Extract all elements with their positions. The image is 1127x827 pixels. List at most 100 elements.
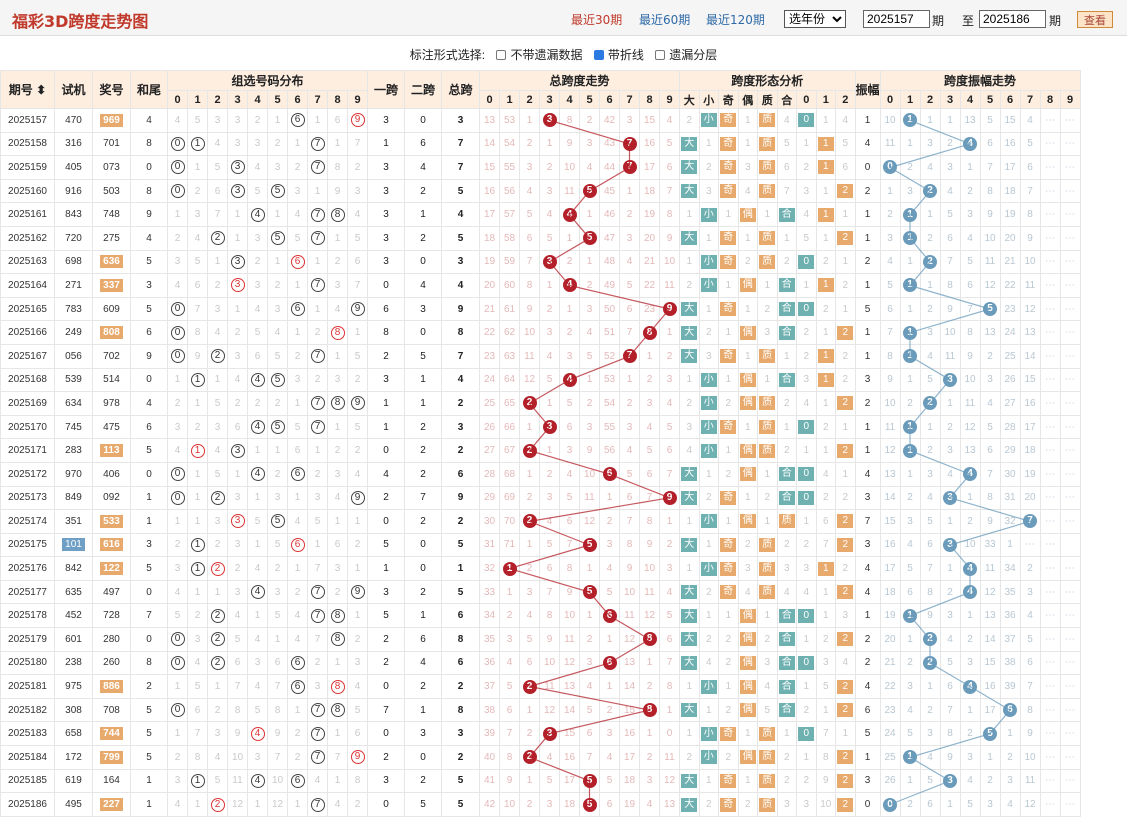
shape-cell: 7: [776, 178, 797, 204]
amp-trend-cell: 1: [899, 627, 921, 652]
period-to-input[interactable]: [979, 10, 1046, 28]
period-cell: 2025173: [0, 485, 55, 511]
test-number-cell: 172: [54, 745, 93, 770]
span-trend-cell: 1: [659, 509, 680, 534]
distribution-cell: 1: [347, 556, 368, 581]
distribution-cell: 8: [327, 202, 348, 227]
checkbox-icon[interactable]: [655, 50, 666, 60]
distribution-cell: 2: [287, 155, 308, 180]
shape-cell: 1: [679, 249, 700, 275]
shape-cell: 3: [835, 603, 856, 629]
shape-cell: 2: [679, 391, 700, 416]
span-trend-cell: 6: [559, 509, 580, 534]
amp-digit-header: 5: [979, 90, 1001, 109]
span-trend-cell: 5: [659, 603, 680, 629]
total-span-cell: 3: [441, 414, 480, 440]
option-layered[interactable]: 遗漏分层: [655, 48, 717, 62]
span-trend-cell: 3: [579, 650, 600, 676]
distribution-cell: 1: [187, 792, 208, 817]
recent-60-link[interactable]: 最近60期: [639, 13, 691, 27]
distribution-cell: 8: [187, 745, 208, 770]
shape-cell: 4: [796, 391, 817, 416]
span-trend-cell: 71: [499, 532, 520, 558]
distribution-cell: 7: [267, 745, 288, 770]
period-from-input[interactable]: [863, 10, 930, 28]
amplitude-ball: 3: [943, 537, 958, 552]
shape-cell: 0: [796, 461, 817, 487]
amp-trend-cell: 3: [939, 155, 961, 180]
span2-cell: 1: [404, 367, 442, 393]
distribution-cell: 1: [327, 721, 348, 747]
distribution-header: 组选号码分布: [167, 70, 368, 91]
span2-cell: 4: [404, 650, 442, 676]
distribution-cell: 3: [167, 768, 188, 794]
span-trend-cell: 6: [619, 296, 640, 322]
table-row: 2025173 849 092 1 0 1 2 3 1 3 1 3 4 9 2 7 9 29 69 2 3 5 11 1 6 7 9…: [0, 485, 1081, 511]
distribution-cell: 2: [347, 792, 368, 817]
span-ball: 4: [562, 278, 577, 293]
table-row: 2025174 351 533 1 1 1 3 3 5 5 4 5 1 1 0 2 2 30 70 2 4 6 12 2 7 8 1…: [0, 509, 1081, 534]
draw-number-cell: 227: [92, 792, 131, 817]
year-select[interactable]: 选年份: [784, 10, 846, 28]
span-trend-cell: 9: [539, 627, 560, 652]
draw-number-cell: 503: [92, 178, 131, 204]
shape-cell: 2: [679, 273, 700, 298]
shape-cell: 1: [698, 225, 719, 251]
distribution-cell: 5: [247, 178, 268, 204]
span-trend-cell: 2: [519, 485, 540, 511]
amp-trend-cell: 1: [899, 202, 921, 227]
query-button[interactable]: 查看: [1077, 11, 1113, 28]
sum-tail-cell: 3: [130, 273, 168, 298]
shape-cell: 6: [776, 155, 797, 180]
distribution-cell: 5: [187, 108, 208, 133]
distribution-cell: 2: [347, 627, 368, 652]
amp-trend-cell: ⋯: [1019, 532, 1041, 558]
amplitude-cell: 1: [854, 745, 881, 770]
draw-number-cell: 702: [92, 343, 131, 369]
shape-cell: 质: [757, 391, 778, 416]
checkbox-icon[interactable]: [496, 50, 507, 60]
hit-digit-marker: 3: [230, 278, 245, 293]
span-trend-cell: 3: [539, 721, 560, 747]
distribution-cell: 4: [247, 556, 268, 581]
period-header[interactable]: 期号 ⬍: [0, 70, 55, 109]
distribution-cell: 0: [167, 296, 188, 322]
option-polyline[interactable]: 带折线: [593, 48, 644, 62]
hit-digit-marker: 4: [250, 585, 265, 600]
span-trend-cell: 58: [499, 225, 520, 251]
recent-30-link[interactable]: 最近30期: [571, 13, 623, 27]
checkbox-checked-icon[interactable]: [593, 50, 604, 60]
amp-trend-cell: ⋯: [1059, 768, 1081, 794]
amp-trend-cell: 3: [979, 367, 1001, 393]
sum-tail-cell: 0: [130, 579, 168, 605]
sum-tail-cell: 6: [130, 414, 168, 440]
option-no-omission[interactable]: 不带遗漏数据: [496, 48, 582, 62]
amplitude-ball: 1: [903, 113, 918, 128]
amp-trend-cell: ⋯: [1059, 721, 1081, 747]
amp-trend-cell: 4: [899, 532, 921, 558]
shape-cell: 2: [718, 650, 739, 676]
shape-cell: 奇: [718, 178, 739, 204]
recent-120-link[interactable]: 最近120期: [706, 13, 765, 27]
amp-trend-cell: 18: [879, 579, 901, 605]
shape-cell: 1: [757, 273, 778, 298]
shape-cell: 大: [679, 627, 700, 652]
distribution-cell: 7: [307, 792, 328, 817]
shape-cell: 2: [718, 391, 739, 416]
span-trend-cell: 2: [539, 296, 560, 322]
total-span-cell: 5: [441, 768, 480, 794]
distribution-cell: 8: [327, 155, 348, 180]
distribution-cell: 0: [167, 627, 188, 652]
span-trend-cell: 9: [639, 532, 660, 558]
distribution-cell: 6: [287, 108, 308, 133]
shape-label-header: 奇: [718, 90, 739, 109]
distribution-cell: 3: [247, 745, 268, 770]
sum-tail-cell: 1: [130, 792, 168, 817]
test-number-cell: 720: [54, 225, 93, 251]
shape-cell: 偶: [737, 627, 758, 652]
span-trend-cell: 11: [519, 343, 540, 369]
span-trend-cell: 4: [519, 178, 540, 204]
amplitude-ball: 5: [983, 726, 998, 741]
span-trend-cell: 32: [479, 556, 500, 581]
distribution-cell: 5: [347, 343, 368, 369]
